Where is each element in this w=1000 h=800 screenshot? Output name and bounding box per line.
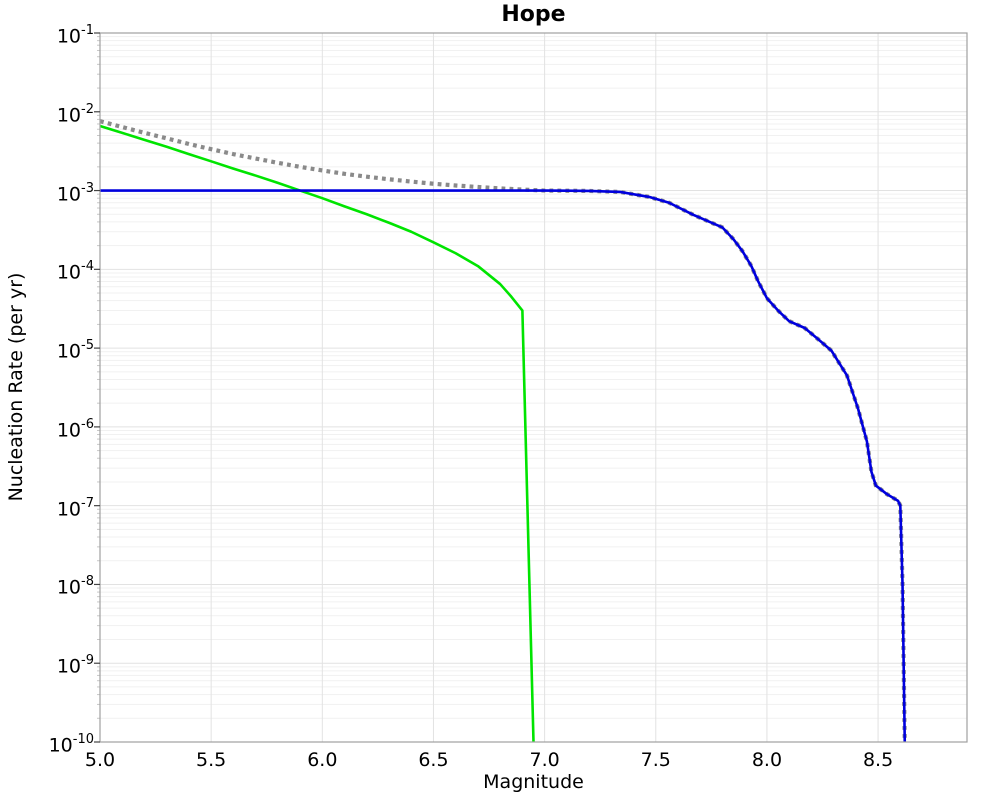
y-tick-base: 10	[56, 576, 82, 599]
y-tick-exponent: -4	[81, 259, 94, 275]
y-tick-exponent: -2	[81, 101, 94, 117]
y-tick-label: 10-9	[2, 652, 94, 676]
y-tick-base: 10	[56, 340, 82, 363]
x-tick-label: 6.0	[307, 749, 338, 771]
plot-border	[99, 32, 968, 743]
y-axis-label-text: Nucleation Rate (per yr)	[5, 272, 27, 502]
y-tick-exponent: -3	[81, 180, 94, 196]
y-tick-label: 10-1	[2, 22, 94, 46]
y-tick-base: 10	[56, 261, 82, 284]
blue-solid-curve	[100, 189, 907, 742]
x-tick-label: 8.5	[862, 749, 894, 771]
y-tick-base: 10	[56, 25, 82, 48]
x-axis-label: Magnitude	[483, 771, 584, 793]
y-tick-base: 10	[56, 182, 82, 205]
plot-background	[100, 33, 967, 742]
y-tick-label: 10-6	[2, 416, 94, 440]
y-tick-base: 10	[48, 734, 73, 757]
y-tick-label: 10-10	[2, 731, 94, 755]
y-tick-label: 10-3	[2, 180, 94, 204]
y-tick-exponent: -7	[81, 495, 94, 511]
x-tick-label: 6.5	[418, 749, 449, 771]
y-tick-exponent: -8	[81, 574, 94, 590]
y-tick-base: 10	[56, 497, 82, 520]
y-tick-exponent: -5	[81, 338, 94, 354]
y-tick-exponent: -1	[81, 23, 94, 38]
x-tick-label: 8.0	[751, 749, 783, 771]
y-tick-label: 10-4	[2, 258, 94, 282]
y-tick-exponent: -6	[81, 416, 94, 432]
y-tick-label: 10-7	[2, 495, 94, 519]
y-tick-base: 10	[56, 419, 82, 442]
y-tick-exponent: -10	[72, 732, 94, 747]
x-tick-label: 5.0	[84, 749, 116, 771]
x-tick-label: 7.0	[529, 749, 560, 771]
chart-title: Hope	[501, 2, 566, 27]
x-tick-label: 5.5	[196, 749, 227, 771]
y-tick-exponent: -9	[81, 653, 94, 669]
y-tick-base: 10	[56, 655, 82, 678]
y-tick-base: 10	[56, 104, 82, 127]
green-solid-curve	[100, 124, 535, 742]
x-tick-label: 7.5	[640, 749, 671, 771]
y-tick-label: 10-8	[2, 573, 94, 597]
y-tick-label: 10-2	[2, 101, 94, 125]
y-tick-label: 10-5	[2, 337, 94, 361]
